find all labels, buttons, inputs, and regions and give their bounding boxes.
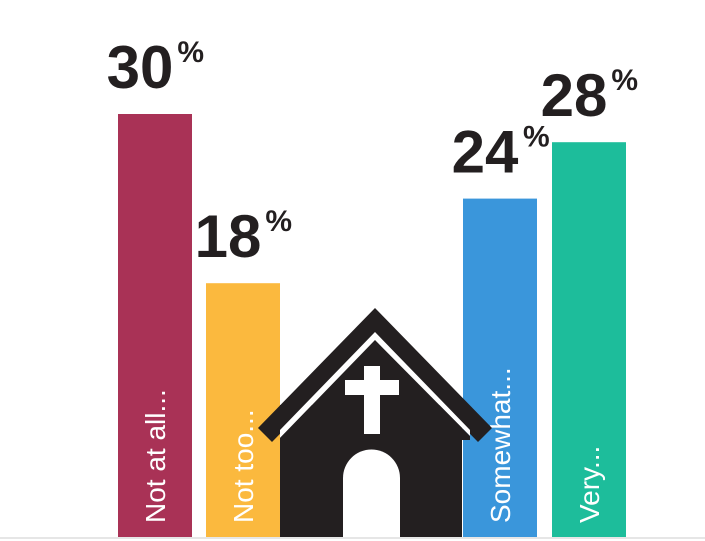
bar xyxy=(552,142,626,537)
value-label: 18 xyxy=(195,203,262,270)
value-label: 28 xyxy=(541,62,608,129)
category-label: Somewhat... xyxy=(485,367,516,523)
category-label: Not too... xyxy=(228,409,259,523)
bar xyxy=(206,283,280,537)
value-suffix: % xyxy=(523,121,550,154)
church-icon xyxy=(258,308,492,537)
value-suffix: % xyxy=(177,36,204,69)
value-suffix: % xyxy=(265,205,292,238)
category-label: Not at all... xyxy=(140,389,171,523)
value-suffix: % xyxy=(611,64,638,97)
bar xyxy=(463,198,537,537)
category-label: Very... xyxy=(574,446,605,523)
bar xyxy=(118,114,192,537)
value-label: 24 xyxy=(452,119,519,186)
value-label: 30 xyxy=(107,34,174,101)
